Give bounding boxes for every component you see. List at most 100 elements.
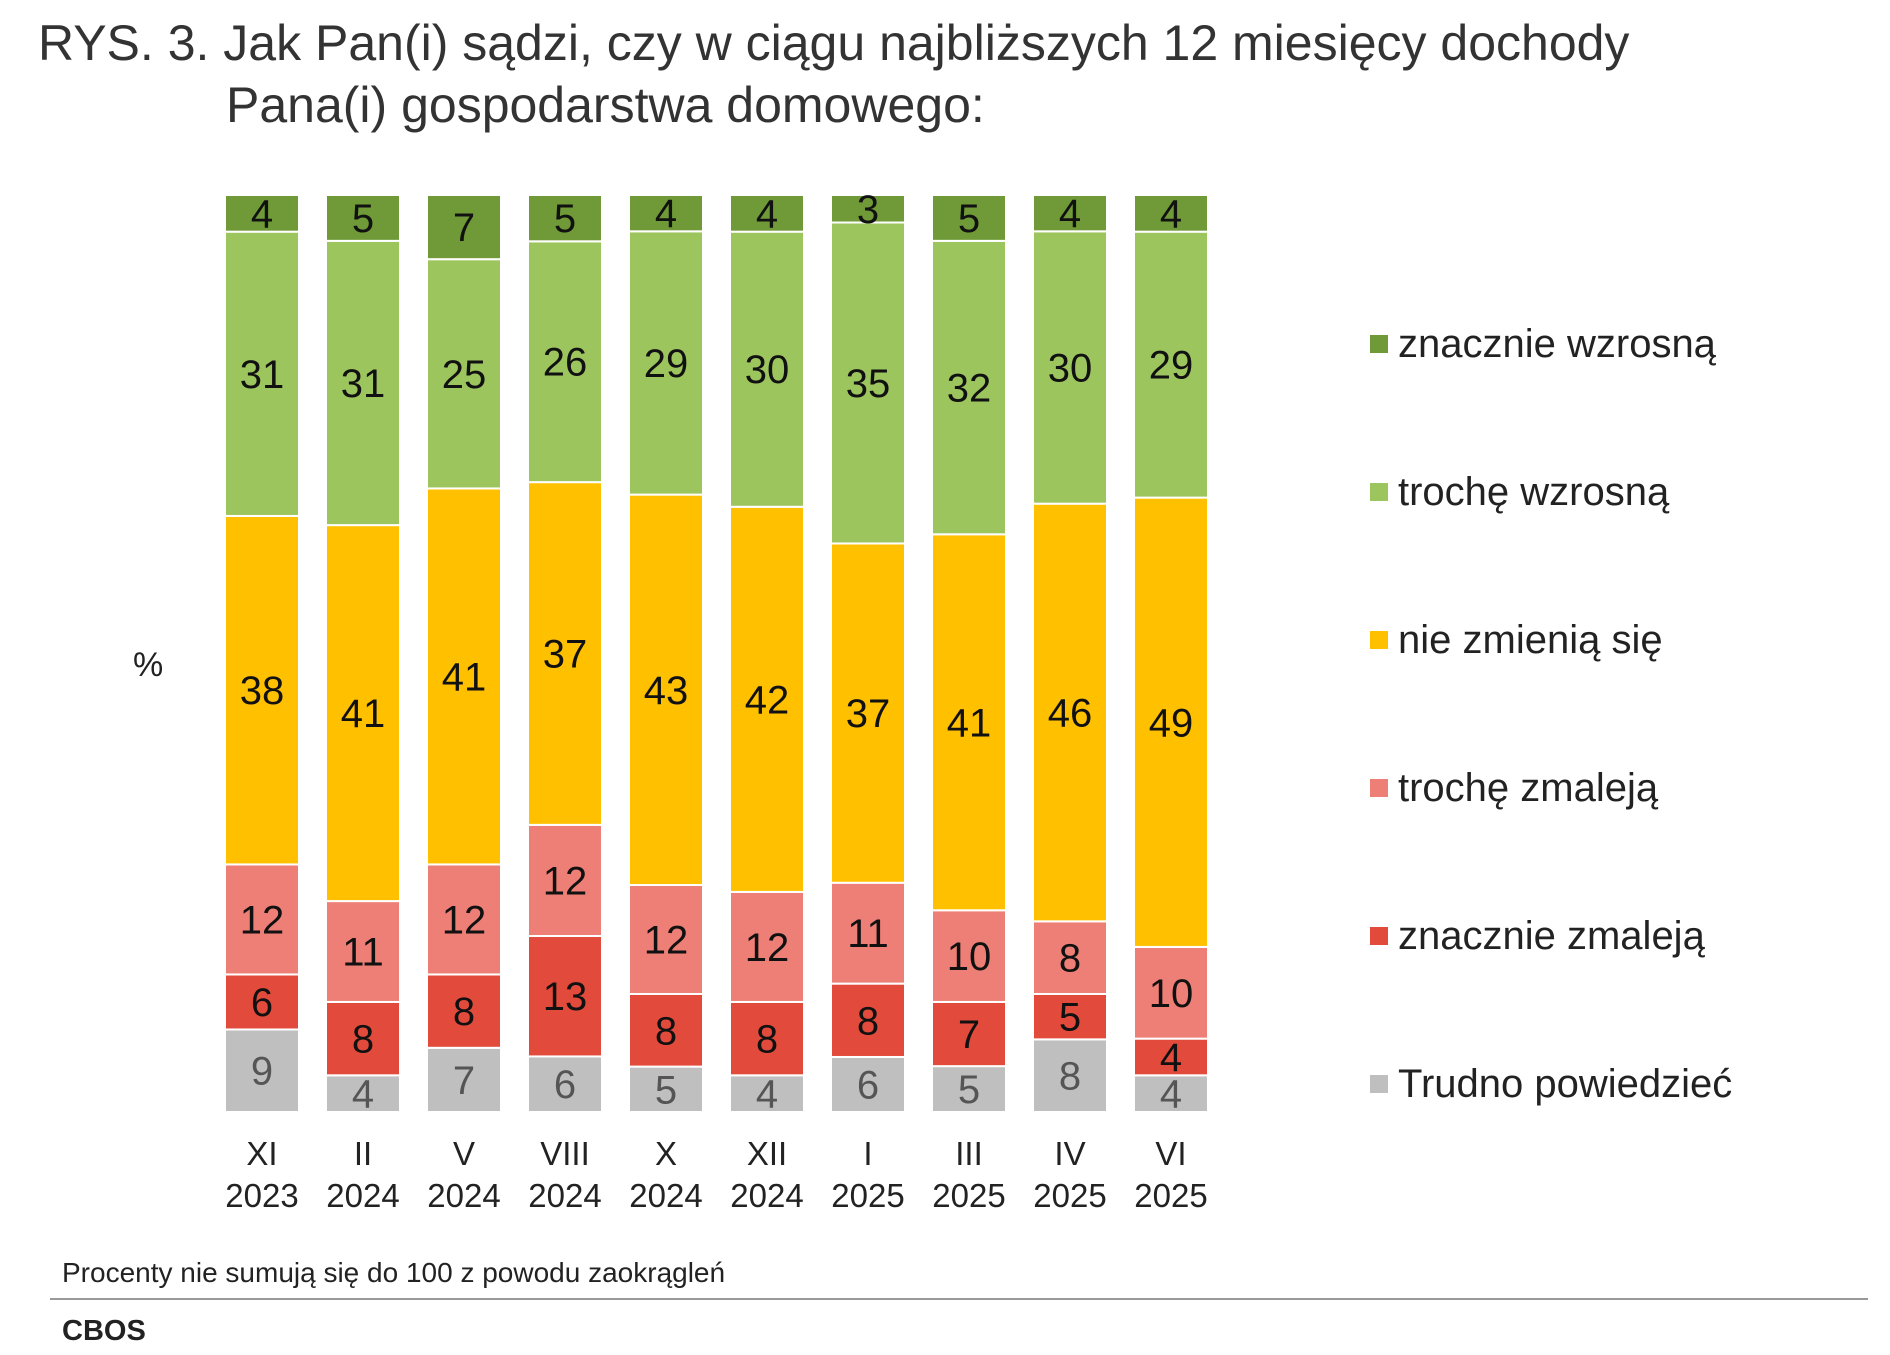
x-tick-label: 2023 <box>225 1177 298 1214</box>
bar-segment-trudno <box>729 1074 805 1113</box>
bar-segment-znacznie_wzrosna <box>628 194 704 233</box>
bar-segment-trudno <box>1032 1038 1108 1113</box>
x-tick-label: X <box>655 1135 677 1172</box>
data-label: 12 <box>543 859 588 903</box>
x-tick-label: VIII <box>540 1135 590 1172</box>
bar-segment-nie_zmienia_sie <box>527 481 603 826</box>
bar-segment-nie_zmienia_sie <box>224 514 300 866</box>
bar-segment-troche_wzrosna <box>426 258 502 490</box>
x-tick-label: IV <box>1054 1135 1085 1172</box>
data-label: 5 <box>352 197 374 241</box>
bar-segment-nie_zmienia_sie <box>325 524 401 903</box>
bar-segment-troche_wzrosna <box>628 230 704 496</box>
data-label: 4 <box>1160 192 1182 236</box>
legend-label: znacznie wzrosną <box>1398 321 1716 366</box>
bar-segment-troche_wzrosna <box>325 239 401 527</box>
x-tick-label: 2024 <box>427 1177 500 1214</box>
data-label: 43 <box>644 669 689 713</box>
bar-segment-trudno <box>527 1055 603 1113</box>
bar-segment-trudno <box>325 1074 401 1113</box>
source-label: CBOS <box>62 1315 146 1347</box>
data-label: 4 <box>756 1073 778 1117</box>
x-tick-label: VI <box>1155 1135 1186 1172</box>
bar-segment-troche_wzrosna <box>931 239 1007 536</box>
bar-segment-znacznie_zmaleja <box>830 982 906 1058</box>
bar-segment-znacznie_wzrosna <box>527 194 603 243</box>
bar-segment-trudno <box>830 1055 906 1113</box>
bar-segment-troche_zmaleja <box>931 909 1007 1003</box>
footer-divider <box>50 1298 1868 1300</box>
chart-title: RYS. 3. Jak Pan(i) sądzi, czy w ciągu na… <box>38 12 1629 136</box>
bar-segment-znacznie_wzrosna <box>224 194 300 233</box>
x-tick-label: XII <box>747 1135 787 1172</box>
data-label: 42 <box>745 678 790 722</box>
y-axis-unit: % <box>133 646 164 684</box>
data-label: 8 <box>453 990 475 1034</box>
data-label: 32 <box>947 367 992 411</box>
bar-segment-troche_zmaleja <box>830 881 906 985</box>
x-tick-label: 2024 <box>730 1177 803 1214</box>
data-label: 46 <box>1048 692 1093 736</box>
data-label: 4 <box>1059 192 1081 236</box>
legend-item: znacznie zmaleją <box>1370 862 1732 1010</box>
x-tick-label: 2025 <box>1134 1177 1207 1214</box>
legend-label: trochę wzrosną <box>1398 469 1670 514</box>
data-label: 8 <box>352 1018 374 1062</box>
data-label: 5 <box>655 1068 677 1112</box>
legend-item: nie zmienią się <box>1370 566 1732 714</box>
data-label: 29 <box>644 342 689 386</box>
x-tick-label: 2024 <box>629 1177 702 1214</box>
bar-segment-trudno <box>1133 1074 1209 1113</box>
bar-segment-znacznie_wzrosna <box>1032 194 1108 233</box>
data-label: 26 <box>543 341 588 385</box>
data-label: 6 <box>251 981 273 1025</box>
data-label: 5 <box>1059 996 1081 1040</box>
data-label: 41 <box>341 692 386 736</box>
x-tick-label: 2024 <box>326 1177 399 1214</box>
bar-segment-znacznie_wzrosna <box>325 194 401 242</box>
data-label: 29 <box>1149 344 1194 388</box>
bar-segment-znacznie_wzrosna <box>426 194 502 261</box>
data-label: 5 <box>958 1068 980 1112</box>
data-label: 7 <box>453 1059 475 1103</box>
legend-swatch-nie-zmienia-sie <box>1370 631 1388 649</box>
data-label: 49 <box>1149 701 1194 745</box>
legend-item: Trudno powiedzieć <box>1370 1010 1732 1158</box>
bar-segment-znacznie_zmaleja <box>1133 1037 1209 1077</box>
bar-segment-trudno <box>426 1046 502 1114</box>
data-label: 38 <box>240 669 285 713</box>
bar-segment-troche_zmaleja <box>325 900 401 1003</box>
data-label: 4 <box>1160 1073 1182 1117</box>
data-label: 31 <box>240 353 285 397</box>
bar-segment-troche_wzrosna <box>1032 230 1108 505</box>
legend-swatch-znacznie-wzrosna <box>1370 335 1388 353</box>
data-label: 41 <box>442 655 487 699</box>
x-tick-label: I <box>863 1135 872 1172</box>
data-label: 10 <box>1149 972 1194 1016</box>
x-tick-label: V <box>453 1135 475 1172</box>
x-tick-label: 2025 <box>831 1177 904 1214</box>
data-label: 12 <box>745 926 790 970</box>
data-label: 3 <box>857 188 879 232</box>
x-tick-label: XI <box>246 1135 277 1172</box>
bar-segment-troche_wzrosna <box>224 230 300 517</box>
bar-segment-nie_zmienia_sie <box>1133 496 1209 948</box>
x-tick-label: III <box>955 1135 983 1172</box>
bar-segment-znacznie_zmaleja <box>729 1000 805 1077</box>
data-label: 4 <box>251 192 273 236</box>
bar-segment-znacznie_wzrosna <box>931 194 1007 242</box>
bar-segment-troche_zmaleja <box>628 884 704 995</box>
data-label: 4 <box>352 1073 374 1117</box>
data-label: 12 <box>442 898 487 942</box>
data-label: 25 <box>442 353 487 397</box>
data-label: 7 <box>453 206 475 250</box>
bar-segment-troche_zmaleja <box>729 890 805 1003</box>
data-label: 37 <box>846 692 891 736</box>
data-label: 6 <box>554 1063 576 1107</box>
legend-swatch-troche-wzrosna <box>1370 483 1388 501</box>
stacked-bar-chart: 961238314XI2023481141315II2024781241257V… <box>224 188 1209 1214</box>
data-label: 8 <box>1059 1055 1081 1099</box>
data-label: 11 <box>847 912 889 956</box>
bar-segment-znacznie_zmaleja <box>224 973 300 1031</box>
legend-swatch-troche-zmaleja <box>1370 779 1388 797</box>
